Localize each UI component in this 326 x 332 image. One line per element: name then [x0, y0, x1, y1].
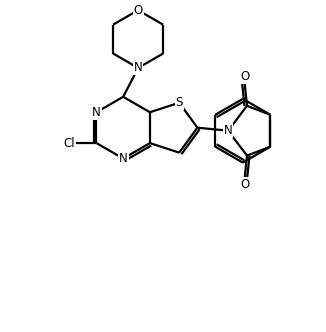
- Text: O: O: [240, 178, 249, 191]
- Text: N: N: [119, 152, 127, 165]
- Text: N: N: [92, 106, 101, 119]
- Text: Cl: Cl: [63, 136, 75, 150]
- Text: O: O: [133, 4, 143, 17]
- Text: S: S: [176, 96, 183, 109]
- Text: N: N: [134, 61, 142, 74]
- Text: N: N: [224, 124, 232, 137]
- Text: O: O: [240, 70, 249, 83]
